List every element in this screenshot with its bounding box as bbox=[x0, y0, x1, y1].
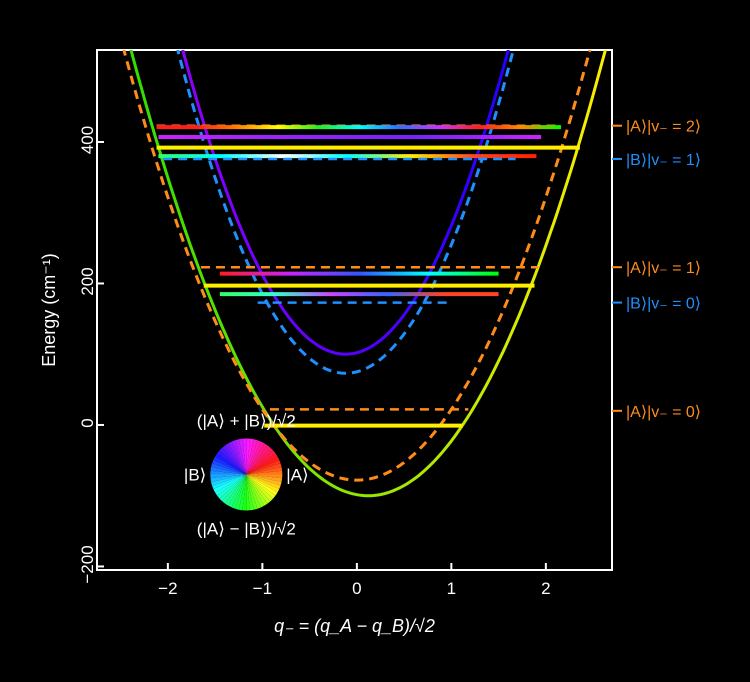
label-layer: −2 −1 0 1 2 −200 0 200 400 q₋ = (q_A − q_B)/√2 Ene… bbox=[39, 119, 701, 636]
curve-diabatic-A bbox=[122, 50, 592, 482]
wheel-label-bottom: (|A⟩ − |B⟩)/√2 bbox=[197, 519, 296, 538]
x-tick-label: 0 bbox=[352, 579, 361, 598]
y-tick-label: −200 bbox=[78, 545, 97, 583]
plot-layer bbox=[96, 49, 613, 571]
wheel-label-left: |B⟩ bbox=[184, 465, 206, 484]
x-tick-label: 2 bbox=[541, 579, 550, 598]
state-label-1: |B⟩|v₋ = 1⟩ bbox=[626, 152, 701, 169]
state-label-3: |B⟩|v₋ = 0⟩ bbox=[626, 296, 701, 313]
state-label-0: |A⟩|v₋ = 2⟩ bbox=[626, 119, 701, 136]
plot-frame bbox=[96, 49, 613, 571]
y-tick-label: 400 bbox=[78, 126, 97, 154]
x-tick-label: −2 bbox=[158, 579, 177, 598]
curve-upper-adiabatic bbox=[181, 50, 510, 356]
x-axis-title: q₋ = (q_A − q_B)/√2 bbox=[274, 616, 435, 636]
x-tick-label: −1 bbox=[253, 579, 272, 598]
state-label-2: |A⟩|v₋ = 1⟩ bbox=[626, 260, 701, 277]
curve-diabatic-B bbox=[176, 50, 515, 375]
curve-lower-adiabatic bbox=[129, 50, 607, 498]
wheel-label-right: |A⟩ bbox=[286, 465, 308, 484]
y-axis-title: Energy (cm⁻¹) bbox=[39, 253, 59, 367]
x-tick-label: 1 bbox=[447, 579, 456, 598]
phase-color-wheel bbox=[210, 438, 283, 511]
y-tick-label: 0 bbox=[78, 418, 97, 427]
plot-area bbox=[122, 50, 607, 498]
wheel-label-top: (|A⟩ + |B⟩)/√2 bbox=[197, 411, 296, 430]
y-tick-label: 200 bbox=[78, 267, 97, 295]
state-label-4: |A⟩|v₋ = 0⟩ bbox=[626, 404, 701, 421]
